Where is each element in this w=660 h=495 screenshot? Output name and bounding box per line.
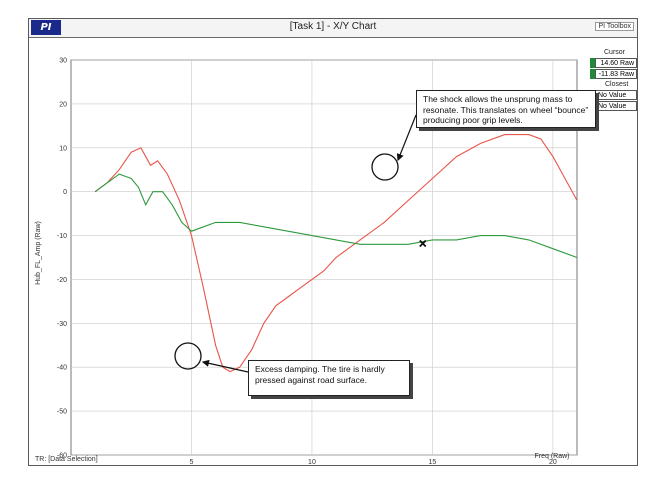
cursor-marker-layer <box>419 239 427 248</box>
x-tick-label: 20 <box>549 459 557 465</box>
series-line-green <box>94 173 578 259</box>
annotation-top: The shock allows the unsprung mass to re… <box>416 90 596 128</box>
y-tick-label: -60 <box>57 453 67 460</box>
status-text: TR: [Data Selection] <box>35 456 98 463</box>
annotation-bottom: Excess damping. The tire is hardly press… <box>248 360 410 396</box>
closest-value-1: No Value <box>595 90 637 100</box>
cursor-marker <box>419 239 427 248</box>
x-tick-label: 15 <box>429 459 437 465</box>
series <box>94 134 578 373</box>
x-tick-label: 10 <box>308 459 316 465</box>
x-tick-label: 5 <box>190 459 194 465</box>
app-logo: PI <box>31 20 61 35</box>
y-tick-label: -20 <box>57 277 67 284</box>
cursor-x-value: 14.60 Raw <box>595 58 637 68</box>
series-line-red <box>94 134 578 373</box>
y-tick-label: -30 <box>57 321 67 328</box>
y-tick-label: 20 <box>59 101 67 108</box>
y-tick-label: -40 <box>57 365 67 372</box>
title-bar: PI [Task 1] - X/Y Chart PI Toolbox <box>29 19 637 38</box>
cursor-color-indicator <box>590 58 595 68</box>
cursor-title: Cursor <box>604 49 626 56</box>
x-axis-label: Freq (Raw) <box>534 453 569 460</box>
y-tick-label: 0 <box>63 189 67 196</box>
cursor-y-value: -11.83 Raw <box>595 69 637 79</box>
y-axis-label: Hub_FL_Amp (Raw) <box>35 221 42 285</box>
tick-labels: 5 10 15 20 30 20 10 0 -10 -20 -30 -40 -50 -60 <box>57 58 557 466</box>
cursor-color-indicator <box>590 69 595 79</box>
closest-value-2: No Value <box>595 101 637 111</box>
brand-label: PI Toolbox <box>595 22 634 31</box>
chart-window: PI [Task 1] - X/Y Chart PI Toolbox 5 10 15… <box>28 18 638 466</box>
y-tick-label: -50 <box>57 409 67 416</box>
y-tick-label: 10 <box>59 145 67 152</box>
y-tick-label: -10 <box>57 233 67 240</box>
window-title: [Task 1] - X/Y Chart <box>289 21 377 32</box>
closest-title: Closest <box>605 81 629 88</box>
y-tick-label: 30 <box>59 58 67 65</box>
